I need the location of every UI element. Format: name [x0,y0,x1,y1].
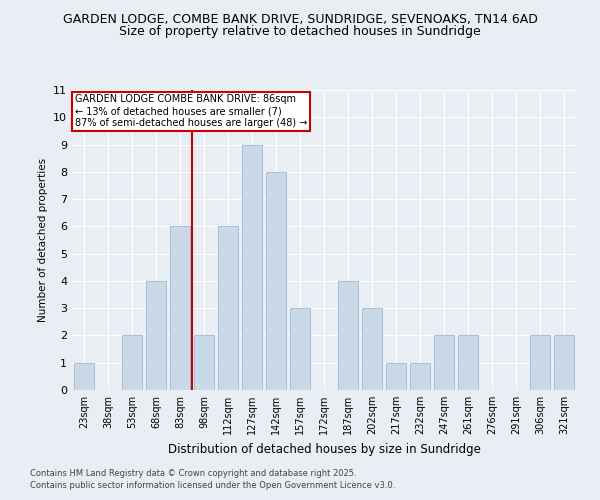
Bar [146,281,166,390]
Bar [410,362,430,390]
Bar [194,336,214,390]
Bar [458,336,478,390]
Text: GARDEN LODGE, COMBE BANK DRIVE, SUNDRIDGE, SEVENOAKS, TN14 6AD: GARDEN LODGE, COMBE BANK DRIVE, SUNDRIDG… [62,12,538,26]
Bar [218,226,238,390]
Bar [170,226,190,390]
Y-axis label: Number of detached properties: Number of detached properties [38,158,47,322]
Bar [530,336,550,390]
Bar [362,308,382,390]
Bar [434,336,454,390]
Bar [242,144,262,390]
Bar [338,281,358,390]
Bar [554,336,574,390]
X-axis label: Distribution of detached houses by size in Sundridge: Distribution of detached houses by size … [167,442,481,456]
Bar [122,336,142,390]
Text: GARDEN LODGE COMBE BANK DRIVE: 86sqm
← 13% of detached houses are smaller (7)
87: GARDEN LODGE COMBE BANK DRIVE: 86sqm ← 1… [74,94,307,128]
Text: Contains HM Land Registry data © Crown copyright and database right 2025.: Contains HM Land Registry data © Crown c… [30,468,356,477]
Bar [290,308,310,390]
Bar [266,172,286,390]
Bar [386,362,406,390]
Bar [74,362,94,390]
Text: Size of property relative to detached houses in Sundridge: Size of property relative to detached ho… [119,25,481,38]
Text: Contains public sector information licensed under the Open Government Licence v3: Contains public sector information licen… [30,481,395,490]
